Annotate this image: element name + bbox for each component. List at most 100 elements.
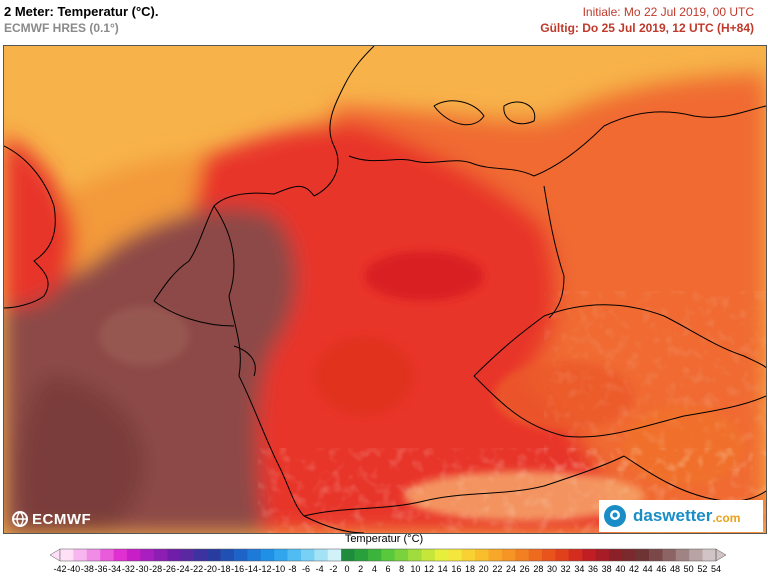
terrain-texture — [564, 306, 764, 456]
scale-swatch — [274, 549, 288, 561]
legend-tick-label: 34 — [574, 564, 585, 574]
scale-swatch — [408, 549, 422, 561]
legend-tick-label: 36 — [587, 564, 599, 574]
map-title: 2 Meter: Temperatur (°C). — [4, 4, 159, 19]
legend-tick-label: 16 — [451, 564, 462, 574]
scale-swatch — [595, 549, 610, 561]
daswetter-logo[interactable]: daswetter .com — [599, 500, 763, 532]
scale-swatch — [515, 549, 529, 561]
legend-tick-label: -2 — [329, 564, 338, 574]
legend-tick-label: -14 — [244, 564, 258, 574]
scale-swatch — [180, 549, 195, 561]
scale-swatch — [113, 549, 128, 561]
scale-swatch — [287, 549, 302, 561]
scale-swatch — [300, 549, 315, 561]
legend-tick-label: -6 — [301, 564, 311, 574]
legend-tick-label: 22 — [492, 564, 503, 574]
uk-zone — [4, 136, 75, 306]
scale-swatch — [234, 549, 248, 561]
legend-tick-label: 40 — [615, 564, 626, 574]
scale-swatch — [528, 549, 543, 561]
scale-swatch — [608, 549, 623, 561]
hot-spot — [99, 306, 189, 366]
temperature-map[interactable] — [3, 45, 767, 534]
scale-swatch — [153, 549, 168, 561]
legend-tick-label: 44 — [642, 564, 653, 574]
ecmwf-globe-icon — [12, 511, 28, 527]
legend-tick-label: -42 — [53, 564, 67, 574]
legend-tick-label: -24 — [176, 564, 190, 574]
model-label: ECMWF HRES (0.1°) — [4, 21, 119, 35]
scale-swatch — [501, 549, 516, 561]
map-canvas — [4, 46, 766, 533]
legend-tick-label: -30 — [135, 564, 149, 574]
legend-tick-label: 6 — [385, 564, 391, 574]
ecmwf-logo: ECMWF — [7, 509, 95, 529]
legend-tick-label: 4 — [371, 564, 377, 574]
scale-swatch — [421, 549, 436, 561]
daswetter-logo-tld: .com — [712, 510, 741, 525]
scale-swatch — [662, 549, 677, 561]
legend-tick-label: 52 — [697, 564, 708, 574]
scale-swatch — [100, 549, 114, 561]
scale-swatch — [568, 549, 583, 561]
scale-swatch — [434, 549, 449, 561]
scale-swatch — [689, 549, 703, 561]
borders — [4, 46, 766, 533]
scale-swatch — [126, 549, 141, 561]
scale-swatch — [314, 549, 329, 561]
legend-tick-label: 10 — [410, 564, 421, 574]
legend-tick-label: 50 — [683, 564, 694, 574]
scale-swatch — [649, 549, 663, 561]
scale-swatch — [207, 549, 221, 561]
hot-spot — [314, 336, 414, 416]
scale-swatch — [394, 549, 409, 561]
scale-swatch — [354, 549, 369, 561]
legend-tick-label: 54 — [710, 564, 722, 574]
scale-swatch — [475, 549, 489, 561]
legend-tick-label: 42 — [628, 564, 640, 574]
legend-tick-label: -32 — [121, 564, 135, 574]
legend-tick-label: -34 — [108, 564, 122, 574]
valid-time: Gültig: Do 25 Jul 2019, 12 UTC (H+84) — [540, 21, 754, 35]
scale-swatch — [381, 549, 395, 561]
scale-swatch — [635, 549, 650, 561]
legend-tick-label: 20 — [478, 564, 489, 574]
legend-tick-label: -28 — [149, 564, 163, 574]
scale-swatch — [702, 549, 717, 561]
scale-swatch — [448, 549, 462, 561]
header-left: 2 Meter: Temperatur (°C). ECMWF HRES (0.… — [4, 4, 158, 36]
daswetter-logo-text: daswetter — [633, 506, 713, 525]
legend-tick-label: -22 — [190, 564, 204, 574]
scale-swatch — [327, 549, 342, 561]
legend-tick-label: 26 — [519, 564, 530, 574]
scale-swatch — [341, 549, 355, 561]
legend-tick-label: 8 — [399, 564, 405, 574]
scale-swatch — [247, 549, 262, 561]
scale-swatch — [367, 549, 382, 561]
scale-swatch — [675, 549, 690, 561]
legend-title: Temperatur (°C) — [344, 533, 424, 545]
legend-tick-label: 14 — [437, 564, 448, 574]
initial-time: Initiale: Mo 22 Jul 2019, 00 UTC — [582, 5, 754, 19]
scale-swatch — [555, 549, 570, 561]
scale-swatch — [60, 549, 74, 561]
legend-tick-label: 30 — [546, 564, 558, 574]
legend-tick-label: 28 — [533, 564, 544, 574]
scale-swatch — [140, 549, 155, 561]
legend-tick-label: 32 — [560, 564, 571, 574]
scale-swatch — [167, 549, 181, 561]
legend-tick-label: 0 — [344, 564, 350, 574]
legend-tick-label: -12 — [258, 564, 272, 574]
scale-swatch — [220, 549, 235, 561]
west-hotter-zone — [18, 376, 144, 533]
color-scale — [50, 548, 726, 562]
legend-tick-label: -40 — [67, 564, 81, 574]
scale-swatch — [582, 549, 596, 561]
scale-swatch — [73, 549, 88, 561]
scale-swatch — [488, 549, 503, 561]
legend-tick-label: -36 — [94, 564, 108, 574]
legend-tick-label: 18 — [464, 564, 476, 574]
scale-arrow-right — [715, 548, 726, 562]
ecmwf-logo-text: ECMWF — [32, 510, 92, 528]
